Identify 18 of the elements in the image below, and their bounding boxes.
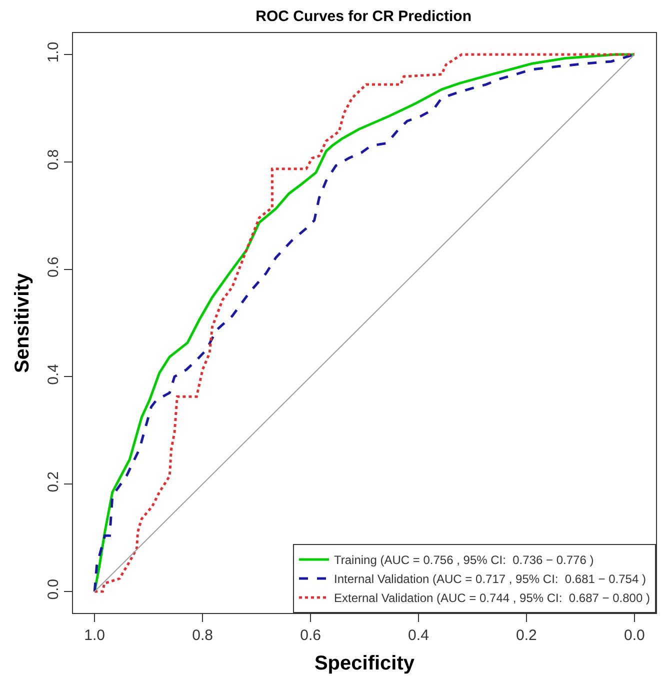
x-tick-label: 0.6 bbox=[300, 627, 321, 644]
x-axis-title: Specificity bbox=[314, 652, 416, 674]
legend-label: Training (AUC = 0.756 , 95% CI: 0.736 − 0.776 ) bbox=[334, 553, 594, 568]
y-tick-label: 1.0 bbox=[45, 42, 62, 63]
x-tick-label: 0.0 bbox=[624, 627, 645, 644]
y-tick-label: 0.6 bbox=[45, 256, 62, 278]
y-tick-label: 0.0 bbox=[45, 578, 62, 600]
y-tick-label: 0.2 bbox=[45, 471, 62, 492]
y-tick-label: 0.8 bbox=[45, 149, 62, 170]
x-tick-label: 0.4 bbox=[408, 627, 429, 644]
x-tick-label: 0.8 bbox=[192, 627, 213, 644]
y-axis-title: Sensitivity bbox=[12, 272, 34, 374]
chart-title: ROC Curves for CR Prediction bbox=[256, 8, 472, 25]
legend-label: Internal Validation (AUC = 0.717 , 95% CI: 0.681 − 0.754 ) bbox=[334, 572, 646, 586]
x-tick-label: 0.2 bbox=[516, 627, 537, 644]
legend-label: External Validation (AUC = 0.744 , 95% CI: 0.687 − 0.800 ) bbox=[334, 591, 650, 606]
y-tick-label: 0.4 bbox=[45, 364, 62, 385]
x-tick-label: 1.0 bbox=[84, 627, 106, 644]
